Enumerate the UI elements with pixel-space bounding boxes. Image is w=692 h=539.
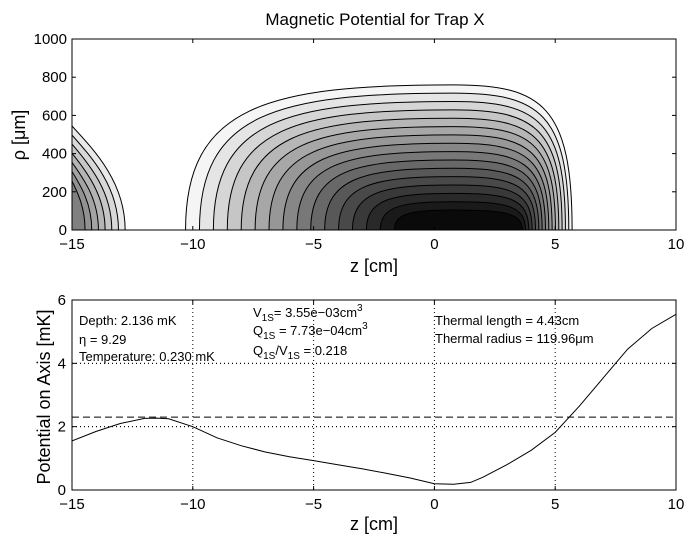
bottom-x-axis: −15 −10 −5 0 5 10 — [59, 300, 684, 513]
top-plot-area — [71, 38, 677, 231]
contour-fills — [72, 84, 573, 230]
bottom-y-axis: 0 2 4 6 — [58, 292, 676, 499]
top-y-tick-label: 800 — [42, 69, 67, 86]
bottom-plot-area — [71, 299, 677, 491]
top-x-tick-label: 10 — [668, 236, 685, 253]
bottom-x-tick-label: −10 — [180, 496, 205, 513]
annotation-temperature: Temperature: 0.230 mK — [79, 349, 215, 364]
top-y-axis: 0 200 400 600 800 1000 — [34, 31, 676, 239]
top-y-tick-label: 0 — [59, 222, 67, 239]
edge-contour-level — [72, 179, 86, 230]
chart-title: Magnetic Potential for Trap X — [265, 10, 484, 29]
top-x-axis-label: z [cm] — [350, 256, 398, 276]
annotation-v1s: V1S= 3.55e−03cm3 — [253, 303, 363, 324]
top-x-axis: −15 −10 −5 0 5 10 — [59, 39, 684, 253]
grid-lines — [72, 300, 676, 490]
annotation-thermal-radius: Thermal radius = 119.96μm — [435, 331, 594, 346]
annotation-ratio: Q1S/V1S = 0.218 — [253, 343, 347, 362]
top-x-tick-label: 0 — [430, 236, 438, 253]
bottom-x-tick-label: 0 — [430, 496, 438, 513]
reference-lines — [72, 362, 676, 428]
bottom-x-tick-label: −5 — [305, 496, 322, 513]
annotation-eta: η = 9.29 — [79, 332, 126, 347]
bottom-y-tick-label: 4 — [58, 355, 66, 372]
top-x-tick-label: −10 — [180, 236, 205, 253]
top-y-tick-label: 200 — [42, 184, 67, 201]
annotation-q1s: Q1S = 7.73e−04cm3 — [253, 321, 368, 342]
series-line — [72, 313, 676, 485]
top-y-tick-label: 1000 — [34, 31, 67, 48]
bottom-x-tick-label: 10 — [668, 496, 685, 513]
top-y-tick-label: 400 — [42, 146, 67, 163]
bottom-y-tick-label: 6 — [58, 292, 66, 309]
top-y-axis-label: ρ [μm] — [9, 110, 29, 161]
bottom-x-axis-label: z [cm] — [350, 514, 398, 534]
top-x-tick-label: 5 — [551, 236, 559, 253]
bottom-y-tick-label: 2 — [58, 419, 66, 436]
top-y-tick-label: 600 — [42, 107, 67, 124]
bottom-y-axis-label: Potential on Axis [mK] — [34, 309, 54, 484]
top-x-tick-label: −5 — [305, 236, 322, 253]
annotation-thermal-length: Thermal length = 4.43cm — [435, 313, 579, 328]
bottom-y-tick-label: 0 — [58, 482, 66, 499]
annotation-depth: Depth: 2.136 mK — [79, 313, 177, 328]
annotations: Depth: 2.136 mK η = 9.29 Temperature: 0.… — [79, 303, 594, 364]
contour-level — [393, 209, 523, 230]
bottom-x-tick-label: 5 — [551, 496, 559, 513]
bottom-x-tick-label: −15 — [59, 496, 84, 513]
top-x-tick-label: −15 — [59, 236, 84, 253]
